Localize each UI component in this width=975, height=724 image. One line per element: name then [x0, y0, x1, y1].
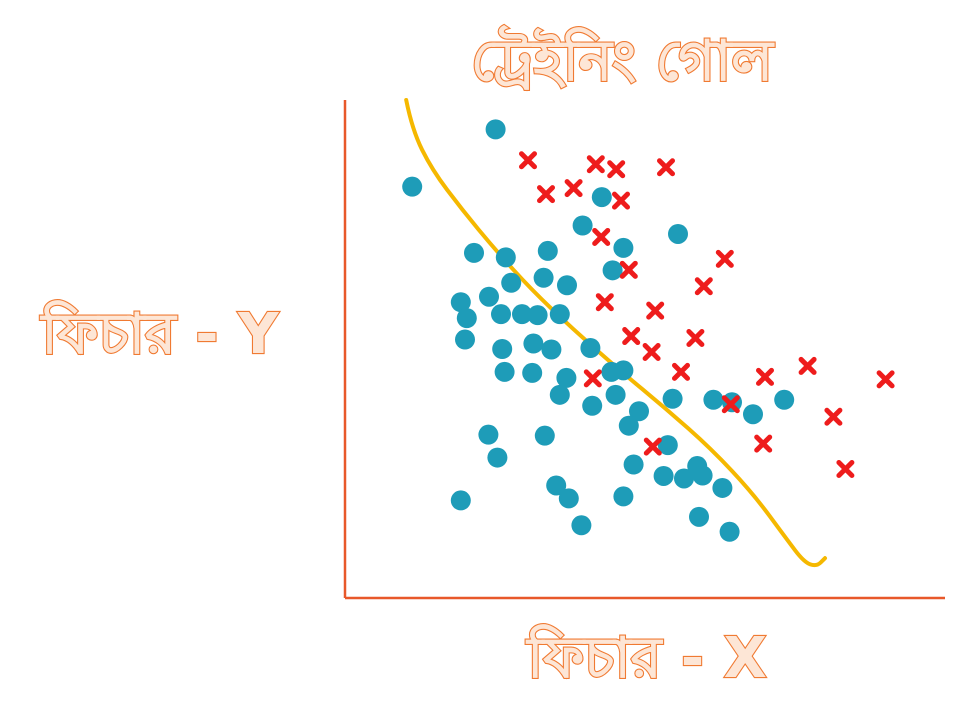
- cross-point: [657, 158, 675, 177]
- circle-point: [556, 367, 577, 388]
- circle-point: [657, 435, 678, 456]
- cross-point: [643, 437, 662, 456]
- circle-point: [512, 304, 532, 325]
- circle-point: [602, 260, 623, 281]
- cross-point: [564, 179, 583, 198]
- cross-point: [824, 407, 843, 426]
- cross-point: [715, 249, 734, 268]
- circle-point: [537, 240, 558, 261]
- circle-point: [613, 237, 634, 258]
- circle-point: [692, 465, 713, 486]
- y-axis-label: ফিচার - Y: [40, 300, 280, 367]
- circle-point: [605, 384, 626, 405]
- circle-point: [522, 362, 543, 383]
- circle-point: [549, 384, 570, 405]
- circle-point: [557, 275, 577, 296]
- circle-point: [580, 338, 601, 359]
- circle-point: [774, 389, 795, 410]
- circle-point: [494, 361, 515, 382]
- circle-point: [479, 286, 499, 307]
- cross-point: [622, 327, 641, 346]
- circle-point: [582, 395, 603, 416]
- circle-point: [674, 468, 694, 489]
- circle-point: [501, 272, 522, 293]
- circle-point: [527, 305, 548, 326]
- cross-point: [612, 191, 630, 210]
- circle-point: [402, 176, 423, 197]
- circle-point: [523, 333, 544, 354]
- circle-point: [549, 304, 570, 325]
- circle-point: [712, 477, 733, 498]
- circle-point: [653, 465, 674, 486]
- cross-point: [876, 370, 895, 389]
- circle-point: [546, 475, 567, 496]
- chart-title: ট্রেইনিং গোল: [471, 24, 775, 94]
- circle-point: [668, 223, 688, 244]
- circle-point: [623, 454, 644, 475]
- circle-point: [455, 329, 475, 350]
- cross-point: [642, 342, 661, 361]
- circle-point: [571, 515, 592, 536]
- cross-point: [721, 395, 740, 414]
- circle-point: [743, 404, 763, 425]
- cross-point: [619, 260, 638, 279]
- circle-point: [487, 447, 508, 468]
- cross-point: [836, 460, 855, 479]
- circle-point: [491, 304, 511, 325]
- circle-point: [534, 425, 555, 446]
- cross-point: [595, 293, 614, 312]
- cross-point: [694, 277, 713, 296]
- cross-point: [537, 185, 555, 204]
- circle-point: [456, 308, 477, 329]
- circle-point: [485, 119, 506, 140]
- cross-point: [583, 369, 602, 388]
- circle-point: [450, 490, 471, 511]
- circle-point: [613, 486, 634, 507]
- cross-point: [798, 356, 817, 375]
- circle-point: [464, 242, 484, 263]
- cross-point: [519, 151, 537, 170]
- cross-point: [672, 362, 690, 381]
- cross-point: [586, 155, 605, 174]
- cross-point: [592, 227, 611, 246]
- circle-point: [719, 521, 740, 542]
- circle-point: [662, 388, 683, 409]
- circle-point: [492, 339, 513, 359]
- cross-point: [686, 329, 705, 348]
- circle-point: [558, 488, 579, 509]
- cross-point: [646, 301, 665, 320]
- cross-point: [607, 160, 626, 179]
- circle-point: [601, 361, 622, 382]
- circle-point: [541, 339, 562, 360]
- circle-point: [450, 292, 471, 313]
- circle-point: [572, 215, 593, 236]
- circle-point: [495, 247, 516, 268]
- circle-point: [591, 187, 612, 208]
- circle-point: [689, 506, 709, 527]
- cross-point: [756, 367, 774, 386]
- x-axis-label: ফিচার - X: [525, 624, 767, 691]
- cross-point: [754, 434, 773, 453]
- circle-point: [629, 401, 649, 422]
- circle-point: [533, 267, 554, 288]
- data-points-layer: [402, 119, 895, 542]
- circle-point: [618, 415, 639, 436]
- circle-point: [478, 424, 499, 445]
- circle-point: [703, 389, 724, 410]
